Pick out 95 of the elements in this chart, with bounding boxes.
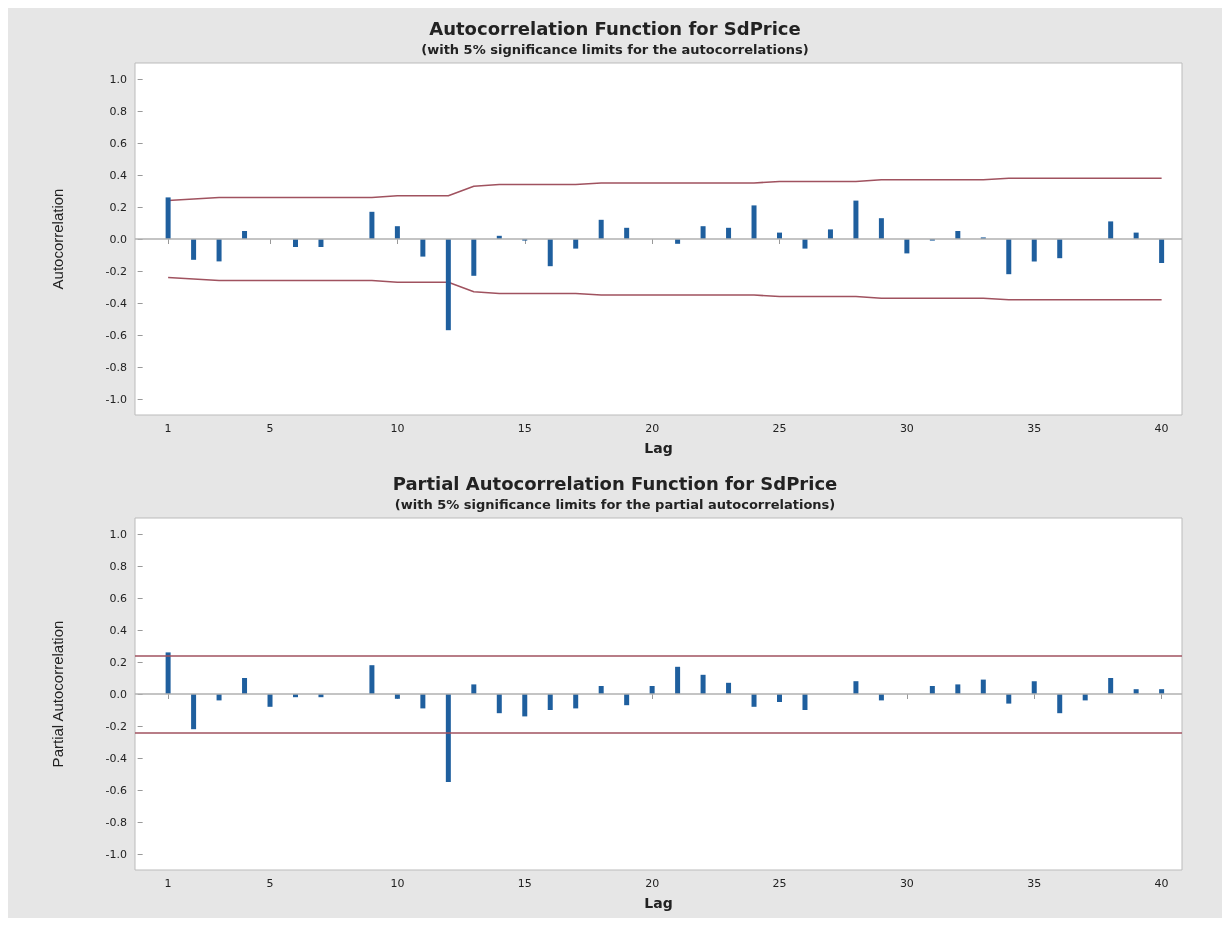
y-tick-label: 0.0	[109, 232, 127, 246]
bar	[1031, 239, 1037, 262]
x-axis-title: Lag	[644, 440, 673, 456]
bar	[1108, 221, 1114, 239]
bar	[853, 200, 859, 239]
bar	[904, 239, 910, 254]
y-tick-label: -0.2	[105, 264, 127, 278]
x-axis-title: Lag	[644, 895, 673, 911]
y-tick-label: -0.4	[105, 751, 127, 765]
bar	[802, 694, 808, 710]
bar	[471, 239, 477, 276]
y-axis-title: Autocorrelation	[49, 188, 66, 290]
bar	[216, 239, 222, 262]
x-tick-label: 35	[1027, 877, 1042, 890]
bar	[267, 694, 273, 707]
bar	[802, 239, 808, 249]
y-tick-label: -0.8	[105, 360, 127, 374]
y-tick-label: 0.8	[109, 559, 127, 573]
bar	[242, 678, 248, 694]
bar	[827, 229, 833, 239]
y-tick-label: -0.6	[105, 328, 127, 342]
bar	[1057, 239, 1063, 259]
bar	[751, 205, 757, 239]
bar	[751, 694, 757, 707]
bar	[1006, 694, 1012, 704]
x-tick-label: 10	[390, 877, 405, 890]
x-tick-label: 1	[164, 422, 172, 435]
bar	[675, 666, 681, 694]
bar	[165, 652, 171, 694]
x-tick-label: 5	[266, 877, 274, 890]
x-tick-label: 35	[1027, 422, 1042, 435]
bar	[573, 239, 579, 249]
y-tick-label: -0.2	[105, 719, 127, 733]
y-tick-label: 1.0	[109, 527, 127, 541]
bar	[420, 239, 426, 257]
x-tick-label: 5	[266, 422, 274, 435]
y-tick-label: 0.0	[109, 687, 127, 701]
bar	[955, 684, 961, 694]
bar	[1108, 678, 1114, 694]
bar	[1031, 681, 1037, 694]
bar	[165, 197, 171, 239]
bar	[547, 239, 553, 267]
bar	[369, 211, 375, 239]
bar	[878, 218, 884, 239]
bar	[1159, 239, 1165, 263]
x-tick-label: 20	[645, 422, 660, 435]
x-tick-label: 15	[517, 422, 532, 435]
y-tick-label: -1.0	[105, 847, 127, 861]
x-tick-label: 10	[390, 422, 405, 435]
bar	[547, 694, 553, 710]
bar	[1006, 239, 1012, 275]
y-axis-title: Partial Autocorrelation	[49, 620, 66, 768]
bar	[980, 679, 986, 694]
chart-title: Partial Autocorrelation Function for SdPrice	[392, 472, 838, 494]
bar	[573, 694, 579, 709]
bar	[369, 665, 375, 694]
chart-subtitle: (with 5% significance limits for the autocorrelations)	[421, 42, 809, 57]
bar	[420, 694, 426, 709]
bar	[394, 226, 400, 239]
chart-title: Autocorrelation Function for SdPrice	[429, 17, 801, 39]
bar	[191, 694, 197, 730]
bar	[445, 239, 451, 331]
x-tick-label: 30	[899, 877, 914, 890]
bar	[471, 684, 477, 694]
bar	[522, 694, 528, 717]
x-tick-label: 25	[772, 877, 787, 890]
bar	[700, 226, 706, 239]
y-tick-label: 0.2	[109, 200, 127, 214]
x-tick-label: 40	[1154, 877, 1169, 890]
bar	[191, 239, 197, 260]
bar	[496, 694, 502, 714]
chart-subtitle: (with 5% significance limits for the partial autocorrelations)	[394, 497, 836, 512]
x-tick-label: 1	[164, 877, 172, 890]
x-tick-label: 40	[1154, 422, 1169, 435]
x-tick-label: 25	[772, 422, 787, 435]
x-tick-label: 20	[645, 877, 660, 890]
y-tick-label: 0.4	[109, 623, 127, 637]
y-tick-label: 0.8	[109, 104, 127, 118]
y-tick-label: 0.4	[109, 168, 127, 182]
x-tick-label: 15	[517, 877, 532, 890]
bar	[598, 219, 604, 239]
y-tick-label: 0.2	[109, 655, 127, 669]
bar	[1057, 694, 1063, 714]
bar	[700, 674, 706, 694]
y-tick-label: 0.6	[109, 591, 127, 605]
x-tick-label: 30	[899, 422, 914, 435]
y-tick-label: -0.8	[105, 815, 127, 829]
y-tick-label: -1.0	[105, 392, 127, 406]
y-tick-label: 1.0	[109, 72, 127, 86]
line-series	[167, 276, 1163, 301]
y-tick-label: -0.6	[105, 783, 127, 797]
bar	[445, 694, 451, 782]
y-tick-label: 0.6	[109, 136, 127, 150]
bar	[853, 681, 859, 694]
y-tick-label: -0.4	[105, 296, 127, 310]
